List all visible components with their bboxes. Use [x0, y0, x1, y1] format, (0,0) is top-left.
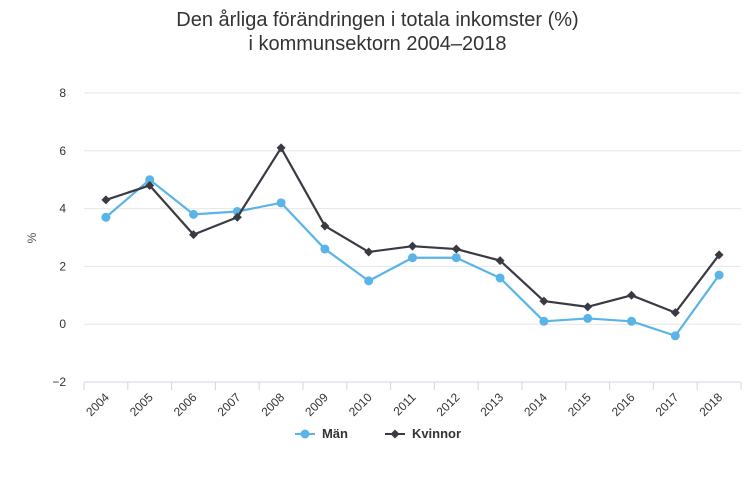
x-tick-label: 2012 — [434, 390, 463, 419]
x-tick-label: 2015 — [565, 390, 594, 419]
chart-title: Den årliga förändringen i totala inkomst… — [0, 8, 755, 56]
data-point[interactable] — [583, 313, 593, 323]
x-tick-label: 2013 — [477, 390, 506, 419]
x-tick-label: 2011 — [390, 390, 418, 418]
data-point[interactable] — [189, 209, 198, 219]
legend-marker — [390, 429, 400, 438]
x-tick-label: 2017 — [653, 390, 682, 419]
y-tick-label: 2 — [59, 259, 66, 273]
x-tick-label: 2009 — [302, 390, 331, 419]
legend-item-kvinnor[interactable]: Kvinnor — [384, 426, 461, 441]
data-point[interactable] — [495, 273, 505, 283]
x-tick-label: 2014 — [521, 390, 550, 419]
y-tick-label: 6 — [59, 144, 66, 158]
gridlines — [84, 92, 741, 325]
y-tick-label: −2 — [52, 375, 66, 389]
data-point[interactable] — [670, 308, 680, 318]
data-point[interactable] — [101, 195, 111, 205]
series-line — [104, 146, 721, 314]
y-axis: −2 0 2 4 6 8 — [52, 86, 66, 389]
data-point[interactable] — [451, 253, 461, 263]
series-lines — [101, 143, 724, 341]
legend-label: Kvinnor — [411, 426, 462, 441]
x-tick-label: 2004 — [83, 390, 112, 419]
x-axis: 2004 2005 2006 2007 2008 2009 2010 2011 2012 2013… — [83, 381, 742, 419]
data-point[interactable] — [539, 296, 549, 306]
data-point[interactable] — [539, 316, 549, 326]
data-point[interactable] — [276, 143, 286, 153]
data-point[interactable] — [408, 241, 417, 251]
legend-item-man[interactable]: Män — [294, 426, 348, 441]
chart-title-line2: i kommunsektorn 2004–2018 — [248, 33, 507, 55]
x-tick-label: 2016 — [609, 390, 638, 419]
x-tick-label: 2008 — [258, 390, 287, 419]
data-point[interactable] — [232, 212, 242, 222]
x-tick-label: 2006 — [171, 390, 200, 419]
data-point[interactable] — [627, 290, 636, 300]
data-point[interactable] — [145, 180, 155, 190]
data-point[interactable] — [670, 331, 680, 341]
data-point[interactable] — [189, 230, 198, 240]
y-tick-label: 8 — [59, 86, 66, 100]
y-tick-label: 0 — [59, 317, 66, 331]
legend-marker — [300, 429, 310, 438]
data-point[interactable] — [583, 302, 593, 312]
x-tick-label: 2007 — [215, 390, 244, 419]
data-point[interactable] — [145, 175, 155, 185]
data-point[interactable] — [276, 198, 286, 208]
data-point[interactable] — [451, 244, 461, 254]
series-man — [101, 175, 724, 341]
y-tick-label: 4 — [59, 202, 66, 216]
legend: Män Kvinnor — [0, 426, 755, 441]
legend-label: Män — [321, 426, 348, 441]
x-tick-label: 2018 — [696, 390, 725, 419]
y-axis-label: % — [25, 232, 39, 243]
data-point[interactable] — [627, 316, 636, 326]
data-point[interactable] — [320, 244, 330, 254]
series-kvinnor — [101, 143, 724, 318]
data-point[interactable] — [408, 253, 417, 263]
data-point[interactable] — [364, 247, 374, 257]
legend-symbol-icon — [384, 429, 405, 438]
data-point[interactable] — [714, 250, 724, 260]
x-tick-label: 2005 — [127, 390, 156, 419]
data-point[interactable] — [495, 256, 505, 266]
data-point[interactable] — [320, 221, 330, 231]
chart-title-line1: Den årliga förändringen i totala inkomst… — [176, 9, 579, 31]
data-point[interactable] — [714, 270, 724, 280]
data-point[interactable] — [364, 276, 374, 286]
x-tick-label: 2010 — [346, 390, 375, 419]
data-point[interactable] — [101, 212, 111, 222]
legend-symbol-icon — [294, 429, 315, 438]
